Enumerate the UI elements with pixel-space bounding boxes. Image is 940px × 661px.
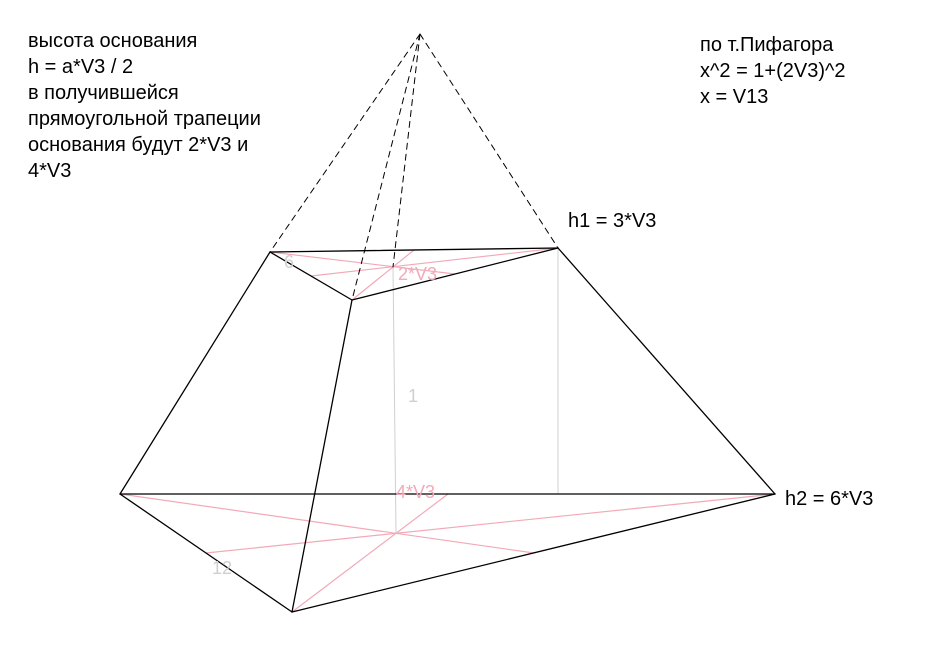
h2-label: h2 = 6*V3	[785, 486, 873, 512]
right-note-block: по т.Пифагора x^2 = 1+(2V3)^2 x = V13	[700, 32, 846, 110]
svg-text:2*V3: 2*V3	[398, 264, 437, 284]
h1-label: h1 = 3*V3	[568, 208, 656, 234]
svg-text:12: 12	[212, 558, 232, 578]
left-note-block: высота основания h = a*V3 / 2 в получивш…	[28, 28, 261, 184]
svg-text:6: 6	[284, 252, 294, 272]
svg-text:4*V3: 4*V3	[396, 482, 435, 502]
svg-text:1: 1	[408, 386, 418, 406]
